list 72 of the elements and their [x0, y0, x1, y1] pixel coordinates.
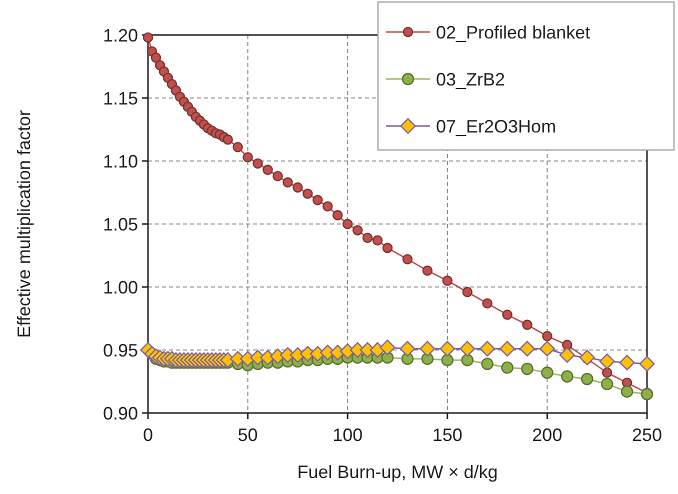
point	[232, 142, 243, 152]
point	[242, 152, 253, 162]
y-tick-label: 1.05	[102, 214, 138, 234]
point	[372, 235, 383, 246]
x-tick-label: 50	[238, 425, 258, 445]
point	[440, 340, 456, 357]
y-tick-label: 0.95	[102, 340, 138, 360]
point	[482, 298, 492, 309]
point	[640, 388, 654, 400]
point	[252, 158, 263, 169]
point	[521, 362, 534, 376]
point	[380, 340, 396, 356]
point	[501, 361, 514, 374]
point	[422, 265, 433, 276]
legend-label: 02_Profiled blanket	[436, 22, 590, 42]
point	[352, 225, 363, 236]
point	[599, 354, 615, 370]
y-tick-label: 0.90	[102, 403, 138, 424]
point	[561, 370, 574, 383]
point	[142, 32, 154, 43]
point	[322, 201, 333, 212]
point	[282, 177, 293, 188]
point	[441, 354, 454, 366]
legend-label: 07_Er2O3Hom	[436, 116, 556, 136]
x-tick-label: 150	[432, 425, 462, 445]
point	[522, 320, 532, 330]
point	[602, 368, 612, 378]
point	[332, 210, 343, 220]
y-tick-label: 1.00	[102, 277, 138, 298]
point	[579, 350, 595, 366]
point	[539, 340, 555, 357]
point	[460, 340, 476, 357]
point	[481, 358, 494, 370]
point	[262, 164, 273, 175]
point	[402, 254, 413, 264]
legend-label: 03_ZrB2	[436, 69, 506, 90]
point	[480, 340, 496, 357]
point	[302, 188, 313, 199]
point	[562, 340, 572, 350]
point	[559, 347, 575, 363]
x-tick-label: 100	[332, 425, 363, 445]
x-axis-title: Fuel Burn-up, MW × d/kg	[297, 462, 498, 482]
point	[600, 378, 614, 390]
x-tick-label: 200	[532, 425, 562, 445]
x-tick-label: 0	[142, 425, 154, 445]
point	[362, 232, 373, 244]
point	[400, 340, 416, 357]
point	[580, 372, 594, 386]
x-tick-label: 250	[632, 425, 662, 445]
point	[541, 366, 554, 379]
point	[461, 354, 474, 366]
point	[312, 194, 323, 206]
point	[620, 385, 634, 398]
point	[542, 330, 552, 342]
point	[420, 340, 436, 357]
point	[619, 354, 635, 370]
y-tick-label: 1.20	[102, 25, 138, 46]
point	[499, 340, 516, 357]
point	[292, 182, 303, 193]
point	[519, 340, 536, 357]
point	[502, 310, 512, 320]
point	[222, 134, 233, 145]
point	[150, 52, 162, 63]
point	[462, 286, 473, 298]
point	[639, 356, 655, 372]
y-tick-label: 1.15	[102, 88, 138, 108]
point	[272, 170, 283, 182]
point	[442, 276, 453, 286]
point	[382, 242, 393, 254]
y-axis-title: Effective multiplication factor	[14, 110, 34, 338]
point	[342, 218, 353, 230]
y-tick-label: 1.10	[102, 151, 138, 172]
